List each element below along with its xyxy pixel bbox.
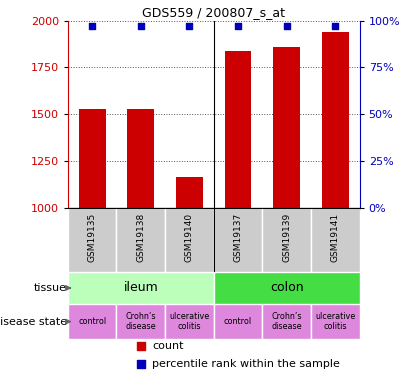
Bar xyxy=(127,108,154,208)
FancyBboxPatch shape xyxy=(68,304,116,339)
Text: tissue: tissue xyxy=(34,283,67,293)
FancyBboxPatch shape xyxy=(68,272,214,304)
Text: control: control xyxy=(224,317,252,326)
FancyBboxPatch shape xyxy=(262,304,311,339)
FancyBboxPatch shape xyxy=(311,208,360,272)
Point xyxy=(186,23,193,29)
Text: Crohn’s
disease: Crohn’s disease xyxy=(125,312,156,331)
FancyBboxPatch shape xyxy=(214,272,360,304)
Text: count: count xyxy=(152,341,184,351)
FancyBboxPatch shape xyxy=(214,208,262,272)
Text: GSM19141: GSM19141 xyxy=(331,213,340,262)
Title: GDS559 / 200807_s_at: GDS559 / 200807_s_at xyxy=(142,6,285,20)
FancyBboxPatch shape xyxy=(262,208,311,272)
Text: GSM19138: GSM19138 xyxy=(136,213,145,262)
FancyBboxPatch shape xyxy=(116,208,165,272)
Bar xyxy=(322,32,349,208)
FancyBboxPatch shape xyxy=(214,304,262,339)
Text: GSM19137: GSM19137 xyxy=(233,213,242,262)
FancyBboxPatch shape xyxy=(311,304,360,339)
Text: Crohn’s
disease: Crohn’s disease xyxy=(271,312,302,331)
FancyBboxPatch shape xyxy=(68,208,116,272)
Point xyxy=(137,361,144,367)
Text: ulcerative
colitis: ulcerative colitis xyxy=(315,312,356,331)
Point xyxy=(137,23,144,29)
Bar xyxy=(273,47,300,208)
Text: GSM19139: GSM19139 xyxy=(282,213,291,262)
Text: ulcerative
colitis: ulcerative colitis xyxy=(169,312,210,331)
Text: percentile rank within the sample: percentile rank within the sample xyxy=(152,359,340,369)
Point xyxy=(89,23,95,29)
Text: GSM19135: GSM19135 xyxy=(88,213,97,262)
Point xyxy=(137,343,144,349)
Text: colon: colon xyxy=(270,282,303,294)
Text: disease state: disease state xyxy=(0,316,67,327)
FancyBboxPatch shape xyxy=(116,304,165,339)
Bar xyxy=(79,108,106,208)
FancyBboxPatch shape xyxy=(165,208,214,272)
Bar xyxy=(176,177,203,208)
Point xyxy=(332,23,339,29)
FancyBboxPatch shape xyxy=(165,304,214,339)
Point xyxy=(235,23,241,29)
Text: GSM19140: GSM19140 xyxy=(185,213,194,262)
Text: ileum: ileum xyxy=(123,282,158,294)
Bar xyxy=(225,51,252,208)
Point xyxy=(283,23,290,29)
Text: control: control xyxy=(78,317,106,326)
